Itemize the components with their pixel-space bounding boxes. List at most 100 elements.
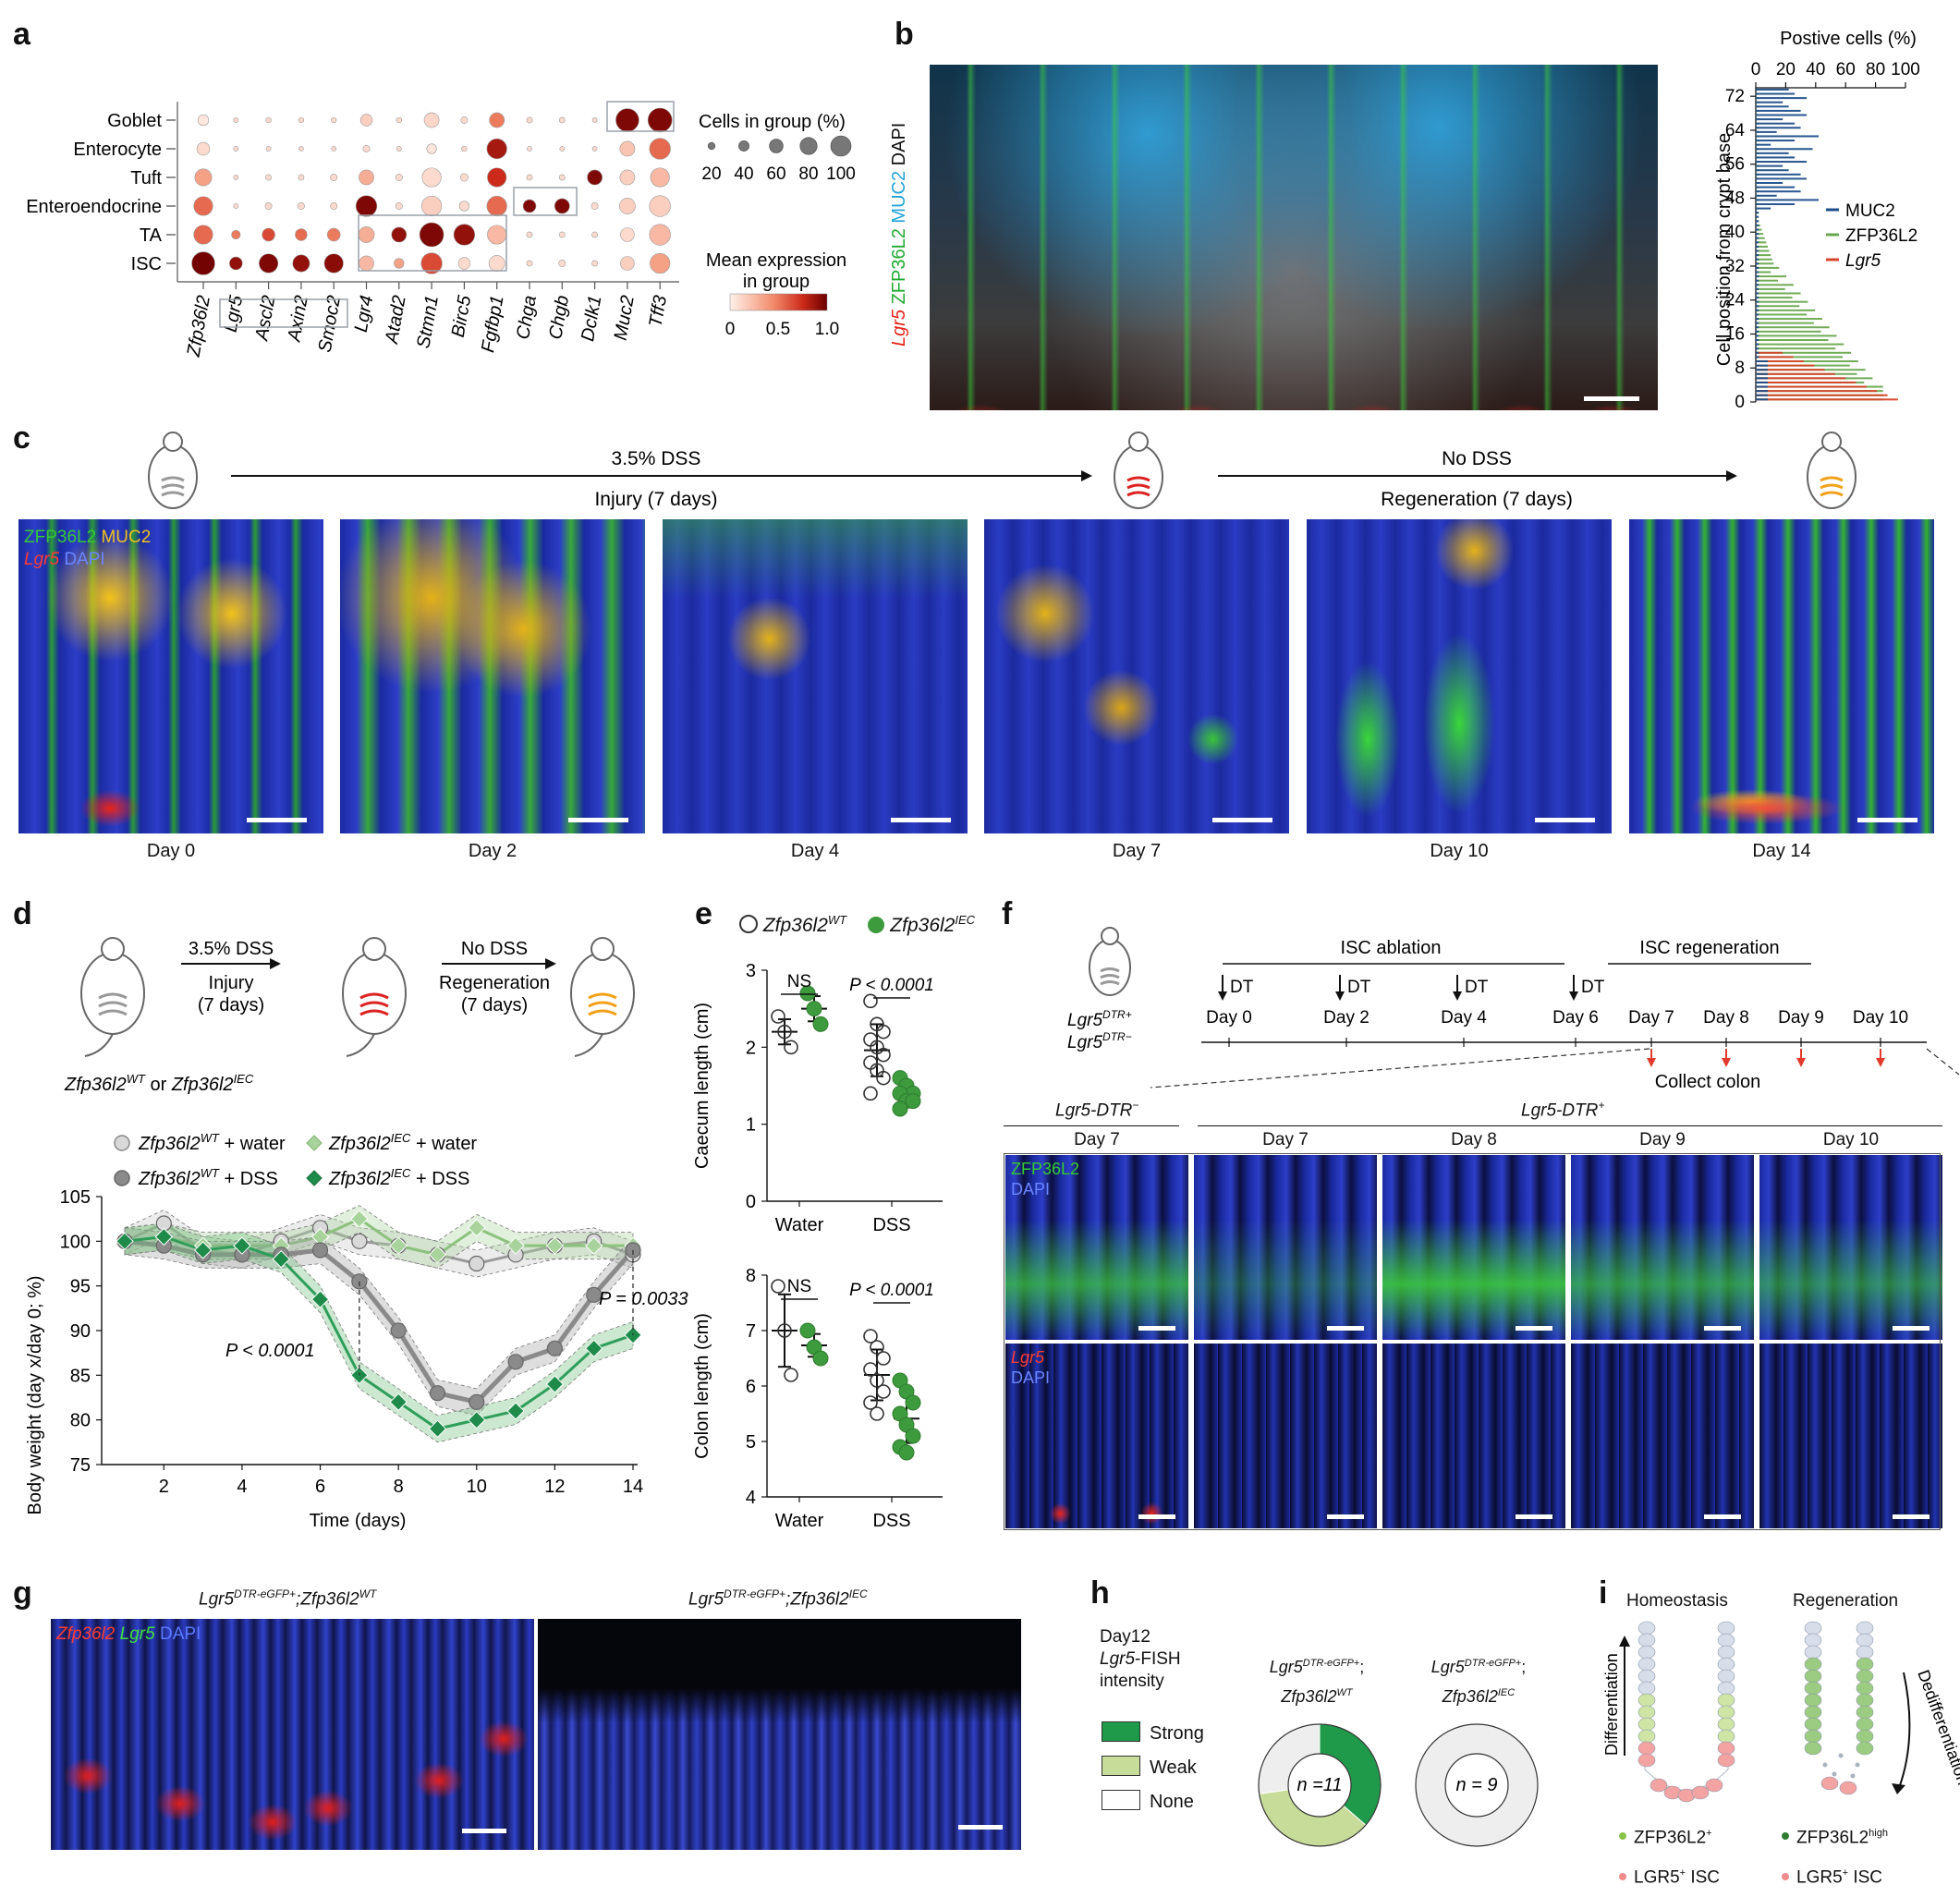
size-legend-dot-0 xyxy=(707,141,716,151)
dot-4-12 xyxy=(591,231,598,238)
b-bar-zfp-12 xyxy=(1756,347,1836,350)
e-point-e-bottom-1-0-0 xyxy=(863,1329,878,1344)
box-eec xyxy=(513,187,578,216)
e-sig-e-bottom-0: NS xyxy=(787,1277,811,1296)
g-stain-zfp: Zfp36l2 xyxy=(56,1624,116,1644)
i-left-cell-r-2 xyxy=(1717,1645,1735,1660)
i-left-cell-l-10 xyxy=(1637,1741,1656,1756)
e-point-e-bottom-1-0-3 xyxy=(863,1362,878,1377)
b-bar-lgr5-10 xyxy=(1756,356,1794,359)
f-image-lgr5-0: Lgr5 DAPI xyxy=(1005,1344,1188,1528)
c-image-5 xyxy=(1629,519,1934,833)
f-mouse-line-1: Lgr5DTR+ xyxy=(1067,1008,1132,1030)
panel-a-dotplot: Goblet Enterocyte Tuft Enteroendocrine TA ISC… xyxy=(26,101,856,359)
d-point-3-1 xyxy=(154,1227,174,1246)
dot-4-7 xyxy=(419,222,444,248)
panel-g-label: g xyxy=(13,1575,32,1611)
i-dedifferentiation: Dedifferentiation xyxy=(1914,1668,1960,1788)
d-point-1-12 xyxy=(584,1236,603,1255)
c-arrow2-bottom: Regeneration (7 days) xyxy=(1381,489,1573,510)
dot-5-9 xyxy=(488,255,505,272)
f-image-lgr5-1 xyxy=(1194,1344,1377,1528)
dot-0-4 xyxy=(331,116,337,124)
b-bar-muc2-12 xyxy=(1756,347,1759,350)
b-bar-muc2-18 xyxy=(1756,322,1759,324)
dot-2-14 xyxy=(650,167,670,188)
i-left-cell-l-11 xyxy=(1637,1753,1656,1768)
c-arrow1-top: 3.5% DSS xyxy=(612,448,701,469)
d-point-3-11 xyxy=(545,1375,565,1393)
g-image-iec xyxy=(538,1619,1021,1850)
mouse-icon-c1 xyxy=(148,432,198,509)
b-bar-muc2-67 xyxy=(1756,114,1808,116)
dot-3-10 xyxy=(522,199,537,213)
b-bar-muc2-60 xyxy=(1756,143,1771,146)
gene-label-7: Stmn1 xyxy=(413,294,443,350)
h-legend-weak: Weak xyxy=(1102,1751,1204,1785)
d-p2: P = 0.0033 xyxy=(599,1289,688,1309)
b-bar-muc2-47 xyxy=(1756,199,1820,201)
f-scale-bar-top-0 xyxy=(1138,1326,1175,1331)
b-bar-zfp-35 xyxy=(1756,249,1770,252)
gene-label-12: Dclk1 xyxy=(578,294,605,343)
b-bar-zfp-13 xyxy=(1756,343,1844,346)
i-right-cell-r-0 xyxy=(1856,1621,1874,1636)
c-stain-zfp: ZFP36L2 xyxy=(24,528,97,547)
i-left-cell-l-3 xyxy=(1637,1657,1656,1672)
c-image-4 xyxy=(1307,519,1612,833)
dot-5-4 xyxy=(323,253,344,274)
size-legend-dot-2 xyxy=(769,139,784,153)
dot-5-0 xyxy=(191,251,215,275)
i-right-cell-r-5 xyxy=(1856,1681,1874,1696)
b-bar-muc2-53 xyxy=(1756,173,1801,176)
c-stain-dapi: DAPI xyxy=(64,550,105,569)
d-point-3-2 xyxy=(193,1241,213,1259)
i-right-cell-r-7 xyxy=(1856,1705,1874,1720)
dot-5-6 xyxy=(394,258,405,269)
b-bar-muc2-14 xyxy=(1756,339,1759,342)
box-ta xyxy=(358,214,507,272)
i-debris-3 xyxy=(1850,1773,1856,1779)
b-bar-zfp-10 xyxy=(1756,356,1843,359)
b-bar-lgr5-2 xyxy=(1756,390,1878,393)
legend-iec-dss: Zfp36l2IEC + DSS xyxy=(328,1166,469,1189)
b-bar-muc2-19 xyxy=(1756,318,1759,321)
b-bar-muc2-66 xyxy=(1756,118,1783,121)
b-bar-muc2-2 xyxy=(1756,390,1768,393)
b-bar-zfp-37 xyxy=(1756,241,1767,244)
dot-4-6 xyxy=(391,226,408,243)
i-legend-right: ZFP36L2high LGR5+ ISC xyxy=(1782,1816,1888,1896)
panel-i-schematic: Differentiation Dedifferentiation xyxy=(1602,1621,1960,1803)
b-y-tick-label-1: 8 xyxy=(1735,359,1745,378)
b-bar-muc2-33 xyxy=(1756,258,1759,261)
dot-0-1 xyxy=(233,117,239,123)
b-bar-muc2-45 xyxy=(1756,207,1771,210)
d-arrow2-bottom-2: (7 days) xyxy=(461,995,528,1015)
b-bar-muc2-3 xyxy=(1756,385,1768,388)
dot-1-7 xyxy=(426,143,437,154)
b-bar-zfp-27 xyxy=(1756,284,1794,286)
mouse-icon-d1 xyxy=(80,937,145,1057)
b-bar-muc2-11 xyxy=(1756,351,1759,354)
d-point-2-11 xyxy=(546,1340,563,1356)
g-image-wt: Zfp36l2 Lgr5 DAPI xyxy=(51,1619,534,1850)
d-point-2-7 xyxy=(390,1322,407,1339)
dot-3-2 xyxy=(264,202,273,210)
d-point-3-5 xyxy=(310,1290,330,1308)
b-bar-lgr5-8 xyxy=(1756,364,1815,367)
f-collect-head-5 xyxy=(1722,1058,1731,1067)
b-bar-muc2-68 xyxy=(1756,109,1801,112)
color-legend-title-1: Mean expression xyxy=(706,250,846,271)
d-band-3 xyxy=(124,1222,634,1443)
dot-4-5 xyxy=(358,226,375,243)
b-bar-muc2-23 xyxy=(1756,300,1759,303)
i-right-cell-l-1 xyxy=(1804,1633,1822,1648)
b-bar-muc2-27 xyxy=(1756,284,1759,286)
i-left-cell-r-1 xyxy=(1717,1633,1735,1648)
b-x-tick-label-5: 100 xyxy=(1891,60,1920,79)
h-legend-strong: Strong xyxy=(1102,1717,1204,1751)
d-band-2 xyxy=(124,1227,634,1417)
i-left-cell-r-8 xyxy=(1717,1717,1735,1732)
dot-1-5 xyxy=(362,145,371,152)
b-bar-zfp-38 xyxy=(1756,237,1765,239)
